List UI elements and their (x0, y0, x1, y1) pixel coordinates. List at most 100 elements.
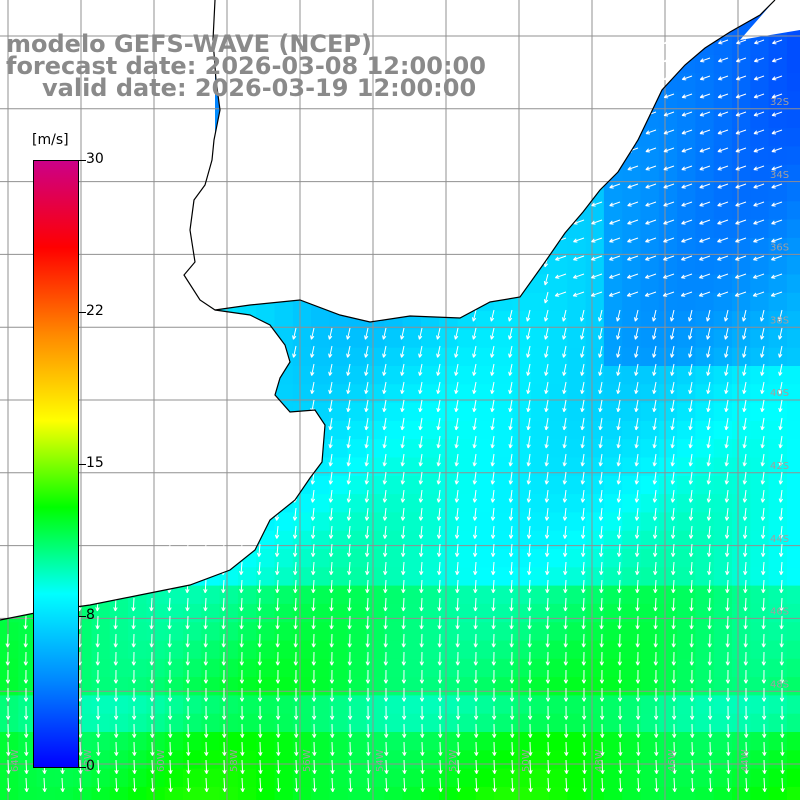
field-cell (786, 420, 800, 440)
field-cell (347, 530, 367, 550)
field-cell (292, 366, 312, 385)
field-cell (512, 384, 532, 404)
wind-arrow (609, 165, 621, 171)
field-cell (512, 402, 532, 422)
wind-arrow (310, 345, 315, 358)
wind-arrow (706, 471, 711, 485)
field-cell (494, 732, 513, 751)
wind-arrow (528, 723, 533, 738)
field-cell (750, 768, 770, 788)
field-cell (750, 530, 770, 550)
field-cell (622, 292, 641, 312)
field-cell (384, 622, 404, 641)
field-cell (549, 292, 568, 312)
field-cell (658, 402, 678, 422)
wind-arrow (753, 111, 765, 117)
wind-arrow (5, 633, 10, 648)
field-cell (713, 311, 733, 330)
wind-arrow (239, 561, 244, 576)
wind-arrow (221, 705, 227, 720)
field-cell (292, 530, 312, 550)
wind-arrow (654, 723, 659, 738)
latitude-label: 32S (770, 97, 789, 108)
wind-arrow (618, 741, 623, 756)
field-cell (475, 768, 495, 788)
wind-arrow (688, 399, 693, 413)
field-cell (677, 274, 696, 294)
field-cell (18, 786, 38, 800)
wind-arrow (113, 615, 118, 630)
field-cell (732, 457, 751, 477)
field-cell (750, 640, 770, 660)
field-cell (585, 732, 605, 751)
colorbar-tick-mark (78, 767, 86, 768)
field-cell (384, 494, 404, 513)
field-cell (274, 658, 294, 678)
wind-arrow (753, 165, 765, 171)
field-cell (603, 366, 623, 385)
wind-arrow (743, 579, 748, 594)
wind-arrow (221, 687, 227, 702)
wind-arrow (598, 381, 603, 394)
field-cell (530, 347, 550, 367)
wind-arrow (672, 759, 677, 775)
wind-arrow (652, 345, 657, 358)
field-cell (658, 219, 678, 239)
wind-arrow (293, 633, 298, 648)
colorbar-tick-mark (78, 464, 86, 465)
wind-arrow (598, 471, 603, 485)
field-cell (786, 585, 800, 605)
field-cell (402, 622, 422, 641)
wind-arrow (580, 453, 585, 467)
field-cell (786, 36, 800, 56)
wind-arrow (724, 399, 729, 413)
field-cell (786, 457, 800, 477)
field-cell (457, 494, 477, 513)
field-cell (274, 622, 294, 641)
wind-arrow (257, 561, 262, 576)
field-cell (329, 457, 349, 477)
wind-arrow (735, 93, 747, 99)
field-cell (475, 750, 495, 770)
wind-arrow (186, 777, 191, 793)
field-cell (622, 695, 641, 715)
wind-arrow (616, 471, 621, 485)
field-cell (311, 494, 330, 513)
wind-arrow (311, 597, 316, 612)
field-cell (494, 475, 513, 495)
field-cell (384, 768, 404, 788)
wind-arrow (95, 651, 100, 666)
wind-arrow (670, 471, 675, 485)
wind-arrow (760, 543, 766, 557)
wind-arrow (420, 759, 425, 775)
wind-arrow (400, 435, 405, 449)
wind-arrow (778, 381, 783, 394)
field-cell (366, 347, 385, 367)
field-cell (567, 439, 587, 458)
field-cell (237, 768, 257, 788)
wind-arrow (591, 219, 603, 225)
field-cell (347, 347, 367, 367)
wind-arrow (724, 543, 730, 557)
field-cell (677, 311, 696, 330)
wind-arrow (366, 741, 371, 756)
wind-arrow (222, 759, 227, 775)
wind-arrow (663, 183, 675, 189)
wind-arrow (437, 597, 442, 612)
field-cell (201, 622, 221, 641)
field-cell (384, 713, 404, 733)
wind-arrow (545, 687, 551, 702)
wind-arrow (364, 417, 369, 431)
wind-arrow (113, 687, 119, 702)
wind-arrow (580, 489, 586, 503)
wind-arrow (780, 777, 785, 793)
field-cell (512, 786, 532, 800)
wind-arrow (545, 561, 550, 576)
wind-arrow (725, 651, 730, 666)
wind-arrow (699, 219, 711, 225)
field-cell (530, 786, 550, 800)
field-cell (402, 457, 422, 477)
wind-arrow (635, 687, 641, 702)
field-cell (585, 347, 605, 367)
wind-arrow (742, 399, 747, 413)
